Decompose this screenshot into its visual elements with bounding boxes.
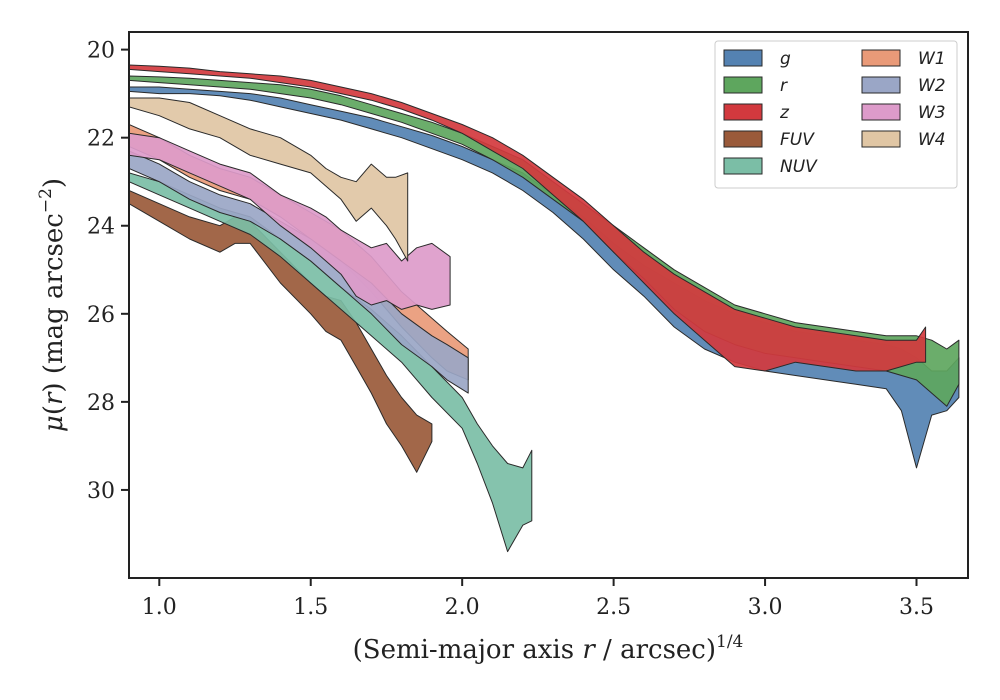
series-band-g xyxy=(129,86,960,469)
legend-swatch-r xyxy=(723,76,763,94)
series-band-w4 xyxy=(129,97,409,262)
x-axis-label: (Semi-major axis r / arcsec)1/4 xyxy=(353,632,744,665)
legend: grz FUV NUV W1 W2 W3 W4 xyxy=(714,40,958,189)
y-tick-label: 22 xyxy=(87,127,115,152)
legend-swatch-w1 xyxy=(861,49,901,67)
y-tick-label: 28 xyxy=(87,391,115,416)
x-tick-label: 1.0 xyxy=(142,595,177,620)
x-tick-label: 2.5 xyxy=(596,595,631,620)
legend-label-w4: W4 xyxy=(918,130,946,150)
legend-label-fuv: FUV xyxy=(780,130,815,150)
y-tick-label: 24 xyxy=(87,215,115,240)
y-tick-label: 26 xyxy=(87,303,115,328)
legend-label-z: z xyxy=(779,103,790,123)
legend-swatch-w2 xyxy=(861,76,901,94)
legend-swatch-z xyxy=(723,103,763,121)
y-tick-label: 20 xyxy=(87,39,115,64)
legend-label-nuv: NUV xyxy=(780,157,818,177)
series-layer xyxy=(129,64,960,553)
series-band-w2 xyxy=(129,150,469,394)
series-band-w3 xyxy=(129,132,451,310)
ticks-layer: 1.0 1.5 2.0 2.5 3.0 3.5 20 22 24 26 28 30 xyxy=(87,39,934,620)
legend-swatch-w4 xyxy=(861,130,901,148)
x-tick-label: 2.0 xyxy=(445,595,480,620)
legend-label-w2: W2 xyxy=(918,76,946,96)
x-tick-label: 1.5 xyxy=(293,595,328,620)
legend-label-r: r xyxy=(780,76,788,96)
x-tick-label: 3.5 xyxy=(899,595,934,620)
y-axis-label: μ(r) (mag arcsec−2) xyxy=(36,178,69,432)
x-tick-label: 3.0 xyxy=(748,595,783,620)
legend-swatch-w3 xyxy=(861,103,901,121)
series-band-z xyxy=(129,64,927,372)
legend-label-w1: W1 xyxy=(918,49,946,69)
legend-swatch-g xyxy=(723,49,763,67)
legend-label-w3: W3 xyxy=(918,103,946,123)
legend-label-g: g xyxy=(780,49,791,69)
plot-frame xyxy=(128,31,969,579)
legend-swatch-nuv xyxy=(723,157,763,175)
legend-swatch-fuv xyxy=(723,130,763,148)
y-tick-label: 30 xyxy=(87,479,115,504)
